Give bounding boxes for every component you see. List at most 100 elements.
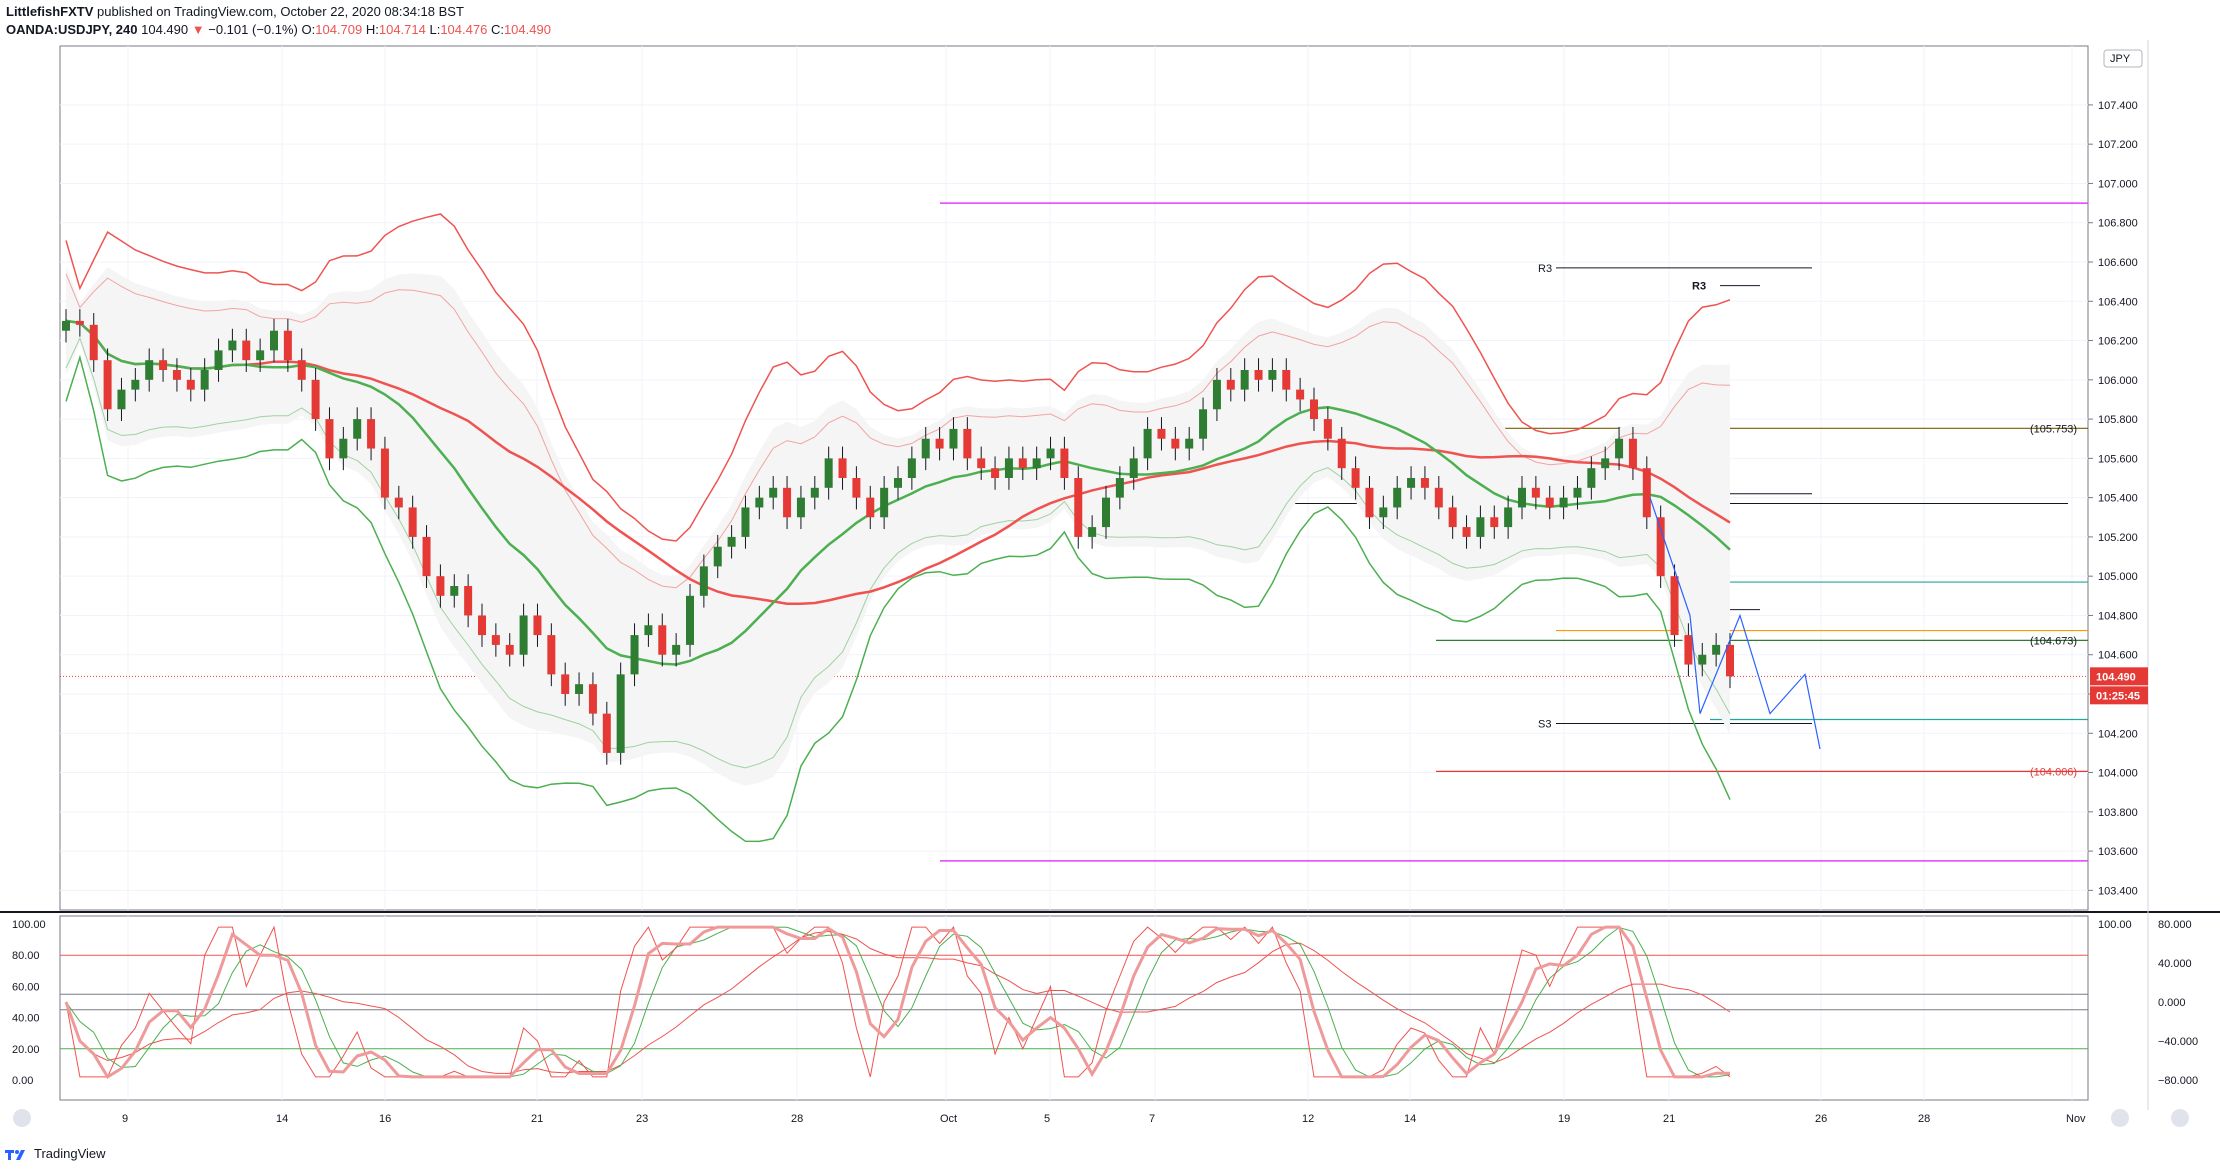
- y-tick-label: 106.200: [2098, 336, 2138, 348]
- y-tick-label: 106.000: [2098, 375, 2138, 387]
- candle-body: [935, 438, 944, 449]
- y-tick-label: 106.400: [2098, 296, 2138, 308]
- low-label: L:: [429, 22, 441, 37]
- publisher-name: LittlefishFXTV: [6, 4, 94, 19]
- y-tick-label: 107.200: [2098, 139, 2138, 151]
- osc-scale-label: 100.00: [2098, 919, 2132, 931]
- candle-body: [159, 360, 168, 370]
- candle-body: [1323, 419, 1332, 439]
- scale-z-button: [13, 1109, 31, 1127]
- bollinger-lower-outer: [65, 354, 1731, 843]
- osc-left-tick-label: 0.00: [12, 1075, 33, 1087]
- candle-body: [561, 674, 570, 694]
- x-tick-label: 23: [636, 1113, 648, 1125]
- candle-body: [75, 320, 84, 325]
- candle-body: [325, 419, 334, 459]
- candle-body: [422, 536, 431, 577]
- price-chart[interactable]: 107.400 107.200 107.000 106.800 106.600 106.4…: [0, 0, 2220, 1140]
- upper-price-tag: (105.753): [2030, 423, 2077, 435]
- candle-body: [1129, 458, 1138, 478]
- x-tick-label: 28: [1918, 1113, 1930, 1125]
- candle-body: [1268, 370, 1277, 380]
- mid-price-tag: (104.673): [2030, 635, 2077, 647]
- x-tick-label: Nov: [2066, 1113, 2086, 1125]
- osc-right-tick-label: 80.000: [2158, 919, 2192, 931]
- candle-body: [769, 487, 778, 498]
- candle-body: [1726, 644, 1734, 677]
- candle-body: [1199, 409, 1208, 439]
- countdown-tag: 01:25:45: [2096, 690, 2140, 702]
- y-tick-label: 105.800: [2098, 414, 2138, 426]
- candle-body: [1337, 438, 1346, 469]
- candle-body: [1310, 399, 1318, 420]
- candle-body: [464, 586, 473, 616]
- x-tick-label: Oct: [940, 1113, 957, 1125]
- close-value: 104.490: [503, 22, 551, 37]
- candle-body: [907, 458, 916, 478]
- candle-body: [1684, 635, 1693, 665]
- main-pane-frame: [59, 45, 2089, 911]
- countdown-tag-bg: [2090, 686, 2148, 705]
- candle-body: [727, 536, 736, 547]
- y-tick-label: 107.400: [2098, 100, 2138, 112]
- osc-left-tick-label: 80.00: [12, 950, 40, 962]
- candle-body: [880, 487, 889, 518]
- symbol-name: OANDA:USDJPY, 240: [6, 22, 138, 37]
- currency-label: JPY: [2110, 53, 2131, 65]
- candle-body: [256, 350, 265, 361]
- candle-body: [1060, 448, 1069, 478]
- candle-body: [894, 478, 902, 488]
- candle-body: [1504, 507, 1513, 528]
- x-tick-label: 14: [276, 1113, 288, 1125]
- down-arrow-icon: ▼: [191, 22, 205, 37]
- x-tick-label: 5: [1044, 1113, 1050, 1125]
- symbol-line: OANDA:USDJPY, 240 104.490 ▼ −0.101 (−0.1…: [6, 22, 551, 37]
- candle-body: [921, 438, 930, 459]
- bollinger-upper-inner: [65, 273, 1731, 589]
- y-tick-label: 104.000: [2098, 768, 2138, 780]
- candle-body: [1046, 448, 1055, 459]
- candle-body: [1379, 507, 1388, 518]
- osc-left-tick-label: 100.00: [12, 919, 46, 931]
- osc-main-line: [64, 925, 1730, 1079]
- candle-body: [602, 713, 611, 753]
- candle-body: [1004, 458, 1013, 478]
- candle-body: [62, 320, 70, 331]
- open-label: O:: [301, 22, 316, 37]
- candle-body: [575, 684, 584, 694]
- candle-body: [519, 615, 528, 655]
- candle-body: [1254, 370, 1263, 380]
- r3-label: R3: [1692, 281, 1706, 293]
- candle-body: [450, 586, 459, 596]
- y-tick-label: 105.200: [2098, 532, 2138, 544]
- candle-body: [741, 507, 750, 537]
- candle-body: [1351, 468, 1360, 488]
- published-text: published on TradingView.com, October 22…: [97, 4, 464, 19]
- y-tick-label: 105.600: [2098, 453, 2138, 465]
- candle-body: [1240, 370, 1249, 390]
- candle-body: [949, 428, 958, 449]
- x-tick-label: 28: [791, 1113, 803, 1125]
- open-value: 104.709: [315, 22, 363, 37]
- x-tick-label: 9: [122, 1113, 128, 1125]
- candle-body: [1573, 487, 1582, 498]
- candle-body: [699, 566, 708, 596]
- osc-left-tick-label: 60.00: [12, 981, 40, 993]
- osc-right-tick-label: −80.000: [2158, 1075, 2198, 1087]
- candle-body: [810, 487, 819, 498]
- candle-body: [1656, 517, 1665, 577]
- x-tick-label: 7: [1149, 1113, 1155, 1125]
- candle-body: [1434, 487, 1443, 508]
- s3-label: S3: [1538, 718, 1551, 730]
- current-price-tag: 104.490: [2096, 671, 2136, 683]
- y-tick-label: 103.600: [2098, 846, 2138, 858]
- candle-body: [1296, 389, 1305, 400]
- candle-body: [1712, 644, 1721, 655]
- candle-body: [1587, 468, 1596, 488]
- current-price-tag-bg: [2090, 667, 2148, 686]
- bollinger-upper-outer: [65, 213, 1731, 542]
- candle-body: [1226, 379, 1235, 390]
- candle-body: [1448, 507, 1457, 528]
- candle-body: [1115, 478, 1124, 498]
- candle-body: [672, 644, 681, 655]
